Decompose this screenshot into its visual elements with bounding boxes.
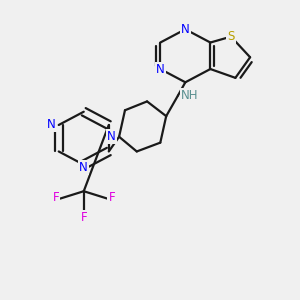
Text: S: S (227, 30, 235, 43)
Text: N: N (107, 130, 116, 143)
Text: N: N (156, 62, 165, 76)
Text: F: F (80, 211, 87, 224)
Text: F: F (108, 190, 115, 204)
Text: N: N (181, 23, 190, 36)
Text: NH: NH (181, 89, 199, 102)
Text: N: N (80, 161, 88, 174)
Text: F: F (52, 190, 59, 204)
Text: N: N (47, 118, 56, 131)
